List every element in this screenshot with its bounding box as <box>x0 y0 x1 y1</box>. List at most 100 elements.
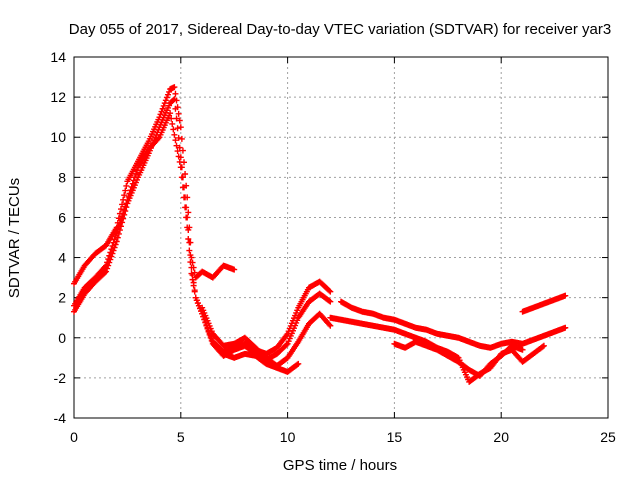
data-point <box>161 100 168 107</box>
data-point <box>106 252 113 259</box>
data-point <box>176 117 183 124</box>
data-point <box>101 263 108 270</box>
data-point <box>176 144 183 151</box>
tick-marks <box>73 56 609 419</box>
y-tick-label: -2 <box>54 370 67 386</box>
data-point <box>170 126 177 133</box>
data-point <box>191 288 198 295</box>
data-point <box>104 259 111 266</box>
y-tick-label: 0 <box>58 330 66 346</box>
data-point <box>160 102 167 109</box>
data-point <box>120 210 127 217</box>
y-tick-label: 12 <box>50 89 66 105</box>
data-point <box>168 115 175 122</box>
data-point <box>121 206 128 213</box>
x-tick-label: 0 <box>70 429 78 445</box>
data-point <box>177 124 184 131</box>
data-point <box>126 190 133 197</box>
data-point <box>174 148 181 155</box>
data-point <box>184 224 191 231</box>
data-point <box>190 282 197 289</box>
grid-lines <box>74 57 608 418</box>
data-point <box>326 321 333 328</box>
data-point <box>172 105 179 112</box>
data-point <box>101 269 108 276</box>
data-point <box>127 187 134 194</box>
y-tick-label: -4 <box>54 410 67 426</box>
data-point <box>294 361 301 368</box>
data-point <box>327 298 334 305</box>
data-point <box>181 194 188 201</box>
data-point <box>167 110 174 117</box>
data-point <box>185 236 192 243</box>
data-point <box>174 125 181 132</box>
data-point <box>170 97 177 104</box>
data-point <box>121 192 128 199</box>
data-point <box>158 108 165 115</box>
data-point <box>109 242 116 249</box>
data-point <box>539 343 546 350</box>
x-tick-label: 10 <box>280 429 296 445</box>
data-point <box>122 203 129 210</box>
data-point <box>117 216 124 223</box>
x-axis-label: GPS time / hours <box>283 457 397 474</box>
data-point <box>173 142 180 149</box>
data-point <box>231 266 238 273</box>
data-point <box>186 239 193 246</box>
data-point <box>107 249 114 256</box>
data-point <box>283 341 290 348</box>
data-point <box>177 164 184 171</box>
data-point <box>519 346 526 353</box>
y-tick-label: 2 <box>58 290 66 306</box>
x-tick-label: 5 <box>177 429 185 445</box>
data-point <box>119 213 126 220</box>
tick-labels: 0 5 10 15 20 25 -4 -2 0 2 4 6 8 10 12 14 <box>50 49 616 445</box>
data-point <box>130 177 137 184</box>
y-tick-label: 10 <box>50 129 66 145</box>
data-point <box>175 153 182 160</box>
data-point <box>182 170 189 177</box>
data-point <box>155 135 162 142</box>
data-point <box>166 88 173 95</box>
data-point <box>179 147 186 154</box>
data-point <box>122 187 129 194</box>
data-point <box>171 96 178 103</box>
data-point <box>182 204 189 211</box>
data-point <box>123 200 130 207</box>
data-point <box>162 97 169 104</box>
data-point <box>131 174 138 181</box>
data-point <box>178 135 185 142</box>
data-point <box>108 246 115 253</box>
data-point <box>103 268 110 275</box>
data-point <box>171 84 178 91</box>
data-point <box>119 201 126 208</box>
data-point <box>125 193 132 200</box>
data-point <box>132 170 139 177</box>
data-point <box>172 137 179 144</box>
data-point <box>188 270 195 277</box>
y-axis-label: SDTVAR / TECUs <box>6 178 23 298</box>
data-point <box>169 120 176 127</box>
data-point <box>134 167 141 174</box>
y-tick-label: 4 <box>58 250 66 266</box>
y-tick-label: 14 <box>50 49 66 65</box>
y-tick-label: 8 <box>58 169 66 185</box>
data-point <box>176 158 183 165</box>
x-tick-label: 25 <box>600 429 616 445</box>
x-tick-label: 15 <box>387 429 403 445</box>
data-point <box>123 182 130 189</box>
data-point <box>562 292 569 299</box>
data-point <box>179 184 186 191</box>
data-point <box>189 276 196 283</box>
data-point <box>326 287 333 294</box>
data-point <box>173 115 180 122</box>
data-point <box>175 110 182 117</box>
data-point <box>113 229 120 236</box>
data-point <box>110 239 117 246</box>
data-point <box>116 219 123 226</box>
data-point <box>115 223 122 230</box>
data-point <box>326 297 333 304</box>
series-track-g <box>327 314 547 385</box>
data-point <box>157 111 164 118</box>
